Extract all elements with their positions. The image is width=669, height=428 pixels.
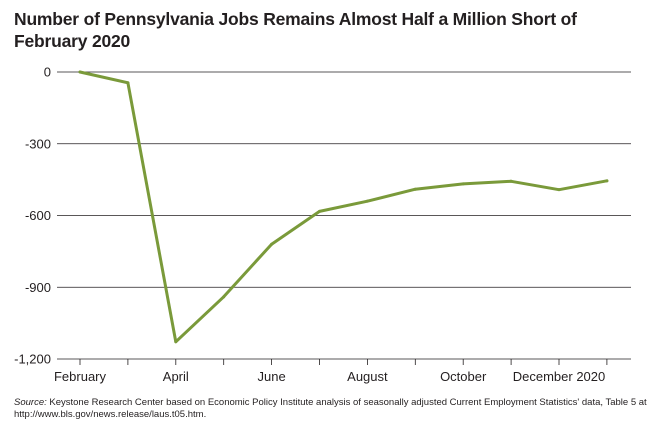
data-point-1	[126, 81, 130, 85]
x-axis-ticks: February April June August October December 2…	[54, 359, 608, 384]
x-tick-label-4: June	[257, 369, 285, 384]
series-line-0	[78, 70, 609, 344]
y-tick-label-2: -600	[25, 208, 51, 223]
source-label: Source:	[14, 397, 47, 408]
x-tick-label-8: October	[440, 369, 487, 384]
chart-title: Number of Pennsylvania Jobs Remains Almo…	[14, 9, 577, 51]
x-tick-label-0: February	[54, 369, 107, 384]
line-chart: 0 -300 -600 -900 -1,200 February April June Aug…	[14, 65, 631, 384]
data-point-3	[222, 295, 226, 299]
grid-lines	[57, 71, 631, 360]
data-point-5	[318, 209, 321, 213]
series-layer	[78, 70, 609, 344]
data-point-8	[461, 182, 465, 186]
source-note: Source: Keystone Research Center based o…	[14, 397, 654, 421]
source-text: Keystone Research Center based on Econom…	[14, 397, 647, 420]
x-tick-label-10: December 2020	[513, 369, 606, 384]
data-point-7	[413, 187, 417, 191]
data-point-2	[174, 340, 178, 344]
x-tick-label-2: April	[163, 369, 189, 384]
y-axis-ticks: 0 -300 -600 -900 -1,200	[14, 65, 51, 367]
y-tick-label-3: -900	[25, 280, 51, 295]
data-point-6	[365, 199, 369, 203]
y-tick-label-0: 0	[44, 65, 51, 80]
data-point-0	[78, 70, 82, 74]
x-tick-label-6: August	[347, 369, 388, 384]
data-point-10	[557, 188, 561, 192]
data-point-11	[605, 179, 609, 183]
y-tick-label-1: -300	[25, 136, 51, 151]
y-tick-label-4: -1,200	[14, 352, 51, 367]
data-point-9	[509, 179, 513, 183]
data-point-4	[270, 242, 274, 246]
